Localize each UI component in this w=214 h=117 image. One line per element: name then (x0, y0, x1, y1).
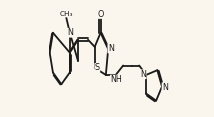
Text: CH₃: CH₃ (59, 11, 73, 17)
Text: O: O (97, 10, 104, 18)
Text: N: N (108, 44, 114, 53)
Text: S: S (95, 63, 100, 72)
Text: N: N (162, 83, 168, 92)
Text: NH: NH (110, 75, 122, 84)
Text: N: N (67, 28, 73, 37)
Text: N: N (140, 70, 146, 79)
